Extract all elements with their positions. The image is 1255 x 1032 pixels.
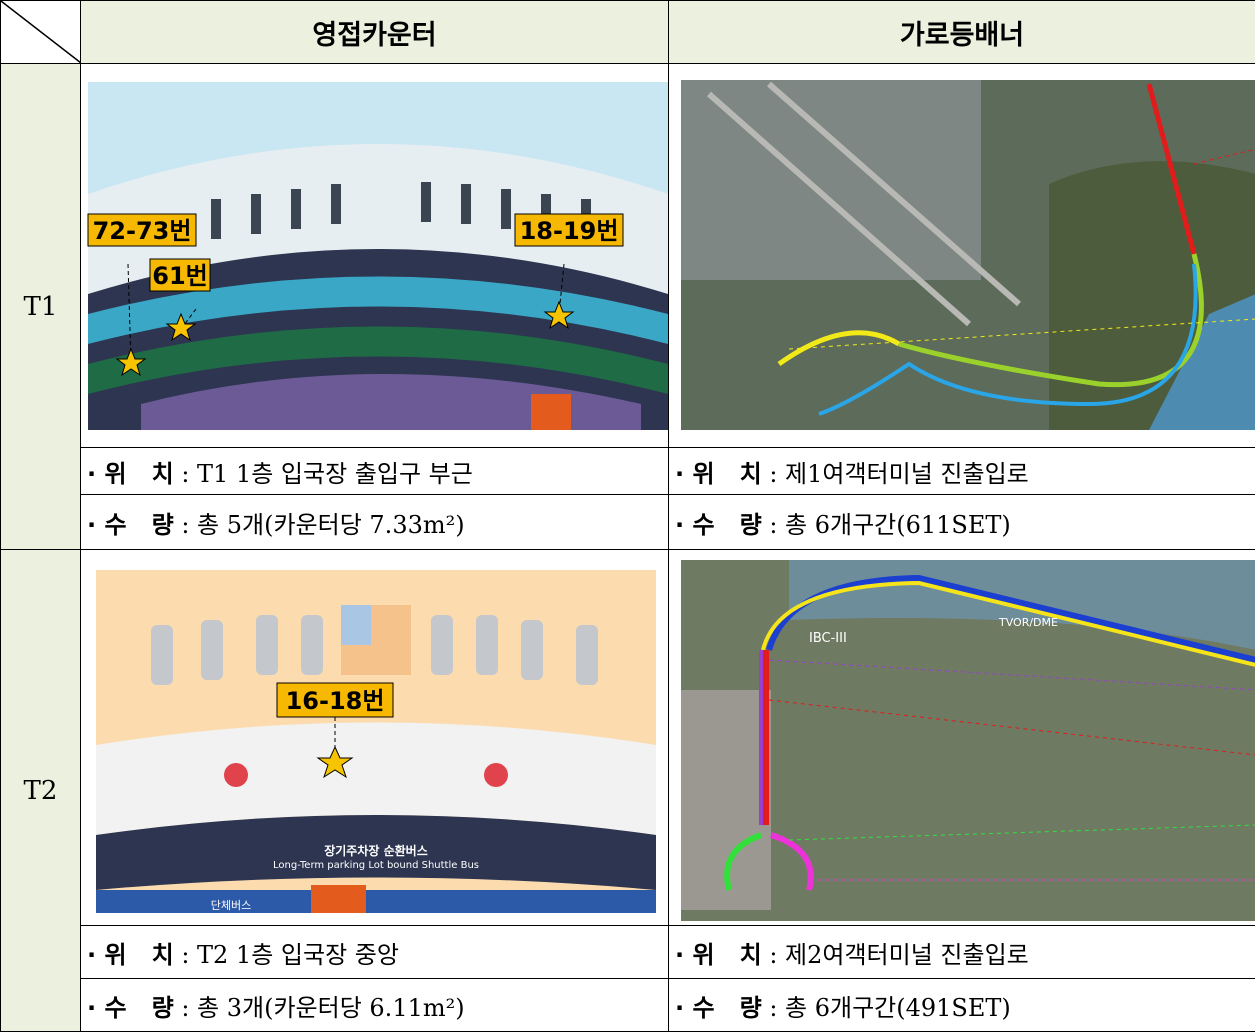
field-value: : 제2여객터미널 진출입로 [762, 941, 1029, 969]
row-label-text: T2 [24, 776, 58, 806]
field-label: · 위 치 [675, 460, 762, 488]
field-label: · 위 치 [87, 941, 174, 969]
field-value: : T1 1층 입국장 출입구 부근 [174, 460, 473, 488]
row-label: T2 [1, 550, 81, 1032]
corner-cell [1, 1, 81, 64]
map-label: 18-19번 [520, 217, 619, 245]
header-text: 영접카운터 [312, 20, 436, 51]
map-label: TVOR/DME [998, 616, 1058, 629]
map-label: IBC-III [809, 631, 847, 646]
map-label: Long-Term parking Lot bound Shuttle Bus [273, 860, 479, 871]
field-label: · 위 치 [87, 460, 174, 488]
text-cell: · 수 량 : 총 5개(카운터당 7.33m²) [81, 495, 669, 550]
map-label: 장기주차장 순환버스 [324, 843, 428, 858]
field-label: · 수 량 [675, 994, 762, 1022]
map-label: 61번 [152, 262, 207, 290]
diagonal [1, 1, 81, 63]
text-cell: · 위 치 : T2 1층 입국장 중앙 [81, 926, 669, 979]
map-label: 72-73번 [93, 217, 192, 245]
t1-aerial [669, 64, 1255, 447]
field-value: : 총 3개(카운터당 6.11m²) [174, 994, 465, 1022]
row-label: T1 [1, 64, 81, 550]
text-cell: · 수 량 : 총 6개구간(491SET) [669, 979, 1255, 1032]
field-value: : 총 6개구간(491SET) [762, 994, 1011, 1022]
field-value: : T2 1층 입국장 중앙 [174, 941, 399, 969]
image-cell [669, 64, 1255, 448]
text-cell: · 위 치 : T1 1층 입국장 출입구 부근 [81, 448, 669, 495]
field-label: · 수 량 [87, 511, 174, 539]
field-label: · 위 치 [675, 941, 762, 969]
text-cell: · 위 치 : 제2여객터미널 진출입로 [669, 926, 1255, 979]
image-cell: 72-73번 61번 18-19번 [81, 64, 669, 448]
field-label: · 수 량 [675, 511, 762, 539]
t1-map: 72-73번 61번 18-19번 [81, 64, 669, 447]
map-label: 16-18번 [286, 687, 385, 715]
t2-aerial: IBC-III TVOR/DME [669, 550, 1255, 925]
header-text: 가로등배너 [900, 20, 1024, 51]
text-cell: · 수 량 : 총 3개(카운터당 6.11m²) [81, 979, 669, 1032]
row-label-text: T1 [24, 292, 58, 322]
field-value: : 총 5개(카운터당 7.33m²) [174, 511, 465, 539]
field-label: · 수 량 [87, 994, 174, 1022]
header-cell: 영접카운터 [81, 1, 669, 64]
field-value: : 제1여객터미널 진출입로 [762, 460, 1029, 488]
map-label: 단체버스 [211, 899, 251, 912]
text-cell: · 위 치 : 제1여객터미널 진출입로 [669, 448, 1255, 495]
image-cell: IBC-III TVOR/DME [669, 550, 1255, 926]
header-cell: 가로등배너 [669, 1, 1255, 64]
t2-map: 장기주차장 순환버스 Long-Term parking Lot bound S… [81, 550, 669, 925]
image-cell: 장기주차장 순환버스 Long-Term parking Lot bound S… [81, 550, 669, 926]
field-value: : 총 6개구간(611SET) [762, 511, 1011, 539]
text-cell: · 수 량 : 총 6개구간(611SET) [669, 495, 1255, 550]
